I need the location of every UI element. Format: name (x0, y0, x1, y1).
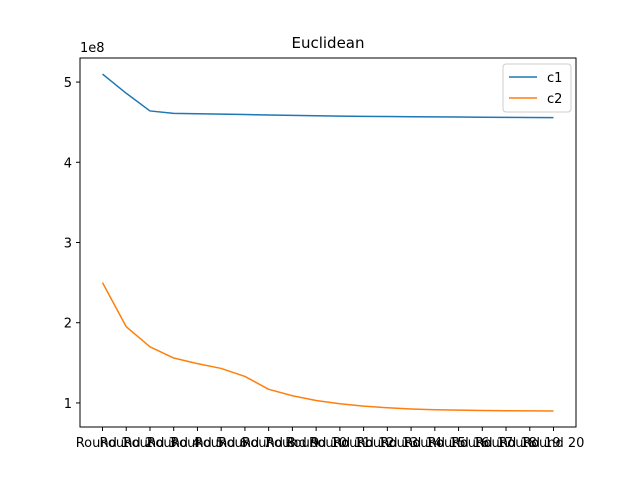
x-tick-label: Round 12 (333, 436, 395, 451)
legend-label-c1: c1 (547, 71, 562, 86)
x-tick-label: Round 8 (242, 436, 296, 451)
x-tick-label: Round 3 (123, 436, 177, 451)
x-tick-label: Round 19 (499, 436, 561, 451)
x-tick-label: Round 5 (171, 436, 225, 451)
series-line-c1 (102, 73, 554, 119)
series-line-c2 (101, 282, 554, 412)
x-tick-label: Round 9 (266, 436, 320, 451)
x-tick-label: Round 11 (309, 436, 371, 451)
y-scale-offset-label: 1e8 (80, 41, 105, 56)
y-tick-label: 4 (64, 156, 72, 171)
x-tick-label: Round 13 (356, 436, 418, 451)
y-tick-label: 2 (64, 317, 72, 332)
y-tick-label: 5 (64, 76, 72, 91)
x-tick-label: Round 4 (147, 436, 201, 451)
x-tick-label: Round 10 (285, 436, 347, 451)
legend-label-c2: c2 (547, 92, 562, 107)
y-tick-label: 1 (64, 397, 72, 412)
x-tick-label: Round 17 (451, 436, 513, 451)
legend-box (502, 63, 572, 113)
x-tick-label: Round 18 (475, 436, 537, 451)
x-tick-label: Round 2 (99, 436, 153, 451)
chart-title: Euclidean (291, 34, 364, 52)
x-tick-label: Round 1 (76, 436, 130, 451)
x-tick-label: Round 14 (380, 436, 442, 451)
x-tick-label: Round 15 (404, 436, 466, 451)
x-tick-label: Round 7 (218, 436, 272, 451)
y-tick-label: 3 (64, 237, 72, 252)
x-tick-label: Round 16 (428, 436, 490, 451)
x-tick-label: Round 6 (194, 436, 248, 451)
x-tick-label: Round 20 (523, 436, 585, 451)
